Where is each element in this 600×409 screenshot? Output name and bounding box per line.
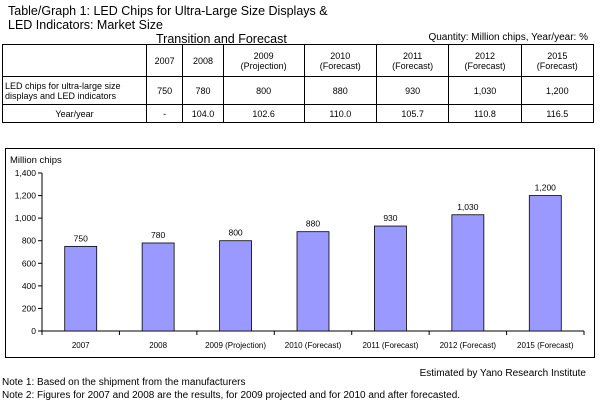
table-cell: 105.7 <box>375 104 450 123</box>
table-cell: 1,030 <box>448 76 522 105</box>
x-tick-label: 2010 (Forecast) <box>285 341 342 350</box>
table-cell: 110.8 <box>448 104 522 123</box>
x-tick-label: 2007 <box>72 341 90 350</box>
bar-value-label: 780 <box>151 230 165 240</box>
y-tick-label: 1,000 <box>15 213 37 223</box>
y-tick-label: 200 <box>22 303 36 313</box>
bar-chart: Million chips 0 200 400 600 800 1,000 1,200 1,40… <box>5 148 595 358</box>
header-2009: 2009 (Projection) <box>222 44 305 77</box>
x-tick-label: 2012 (Forecast) <box>440 341 497 350</box>
notes: Note 1: Based on the shipment from the m… <box>2 376 460 402</box>
note-2: Note 2: Figures for 2007 and 2008 are th… <box>2 390 461 401</box>
y-tick-label: 400 <box>22 281 36 291</box>
table-cell: 800 <box>222 76 305 105</box>
header-2011: 2011 (Forecast) <box>375 44 450 77</box>
table-cell: 880 <box>303 76 377 105</box>
y-tick-label: 800 <box>22 236 36 246</box>
row-label-yoy: Year/year <box>2 104 147 123</box>
x-tick-label: 2009 (Projection) <box>205 341 266 350</box>
table-cell: 780 <box>182 76 224 105</box>
y-tick-label: 600 <box>22 258 36 268</box>
header-2007: 2007 <box>145 44 184 77</box>
bar-value-label: 1,030 <box>457 202 479 212</box>
bar-value-label: 880 <box>306 219 320 229</box>
table-cell: 102.6 <box>222 104 305 123</box>
bar <box>528 195 562 332</box>
data-table: 2007 2008 2009 (Projection) 2010 (Forecast… <box>2 44 595 123</box>
table-row-quantity: LED chips for ultra-large size displays a… <box>2 76 595 105</box>
bar <box>141 242 175 332</box>
x-tick-label: 2015 (Forecast) <box>517 341 574 350</box>
bar-value-label: 930 <box>383 213 397 223</box>
table-cell: 110.0 <box>303 104 377 123</box>
bar-chart-svg: Million chips 0 200 400 600 800 1,000 1,200 1,40… <box>10 155 585 350</box>
x-tick-label: 2008 <box>149 341 167 350</box>
table-corner-cell <box>2 44 147 77</box>
page-title: Table/Graph 1: LED Chips for Ultra-Large… <box>8 4 338 46</box>
title-line-1: Table/Graph 1: LED Chips for Ultra-Large… <box>8 4 328 32</box>
header-2010: 2010 (Forecast) <box>303 44 377 77</box>
bar <box>374 225 407 332</box>
source-note: Estimated by Yano Research Institute <box>419 368 586 379</box>
table-cell: 750 <box>145 76 184 105</box>
y-tick-label: 1,200 <box>15 191 37 201</box>
table-cell: 116.5 <box>520 104 595 123</box>
bar <box>451 214 485 332</box>
bar-value-label: 1,200 <box>535 183 557 193</box>
bar-value-label: 750 <box>74 233 88 243</box>
bar <box>296 231 330 332</box>
bar <box>219 240 252 332</box>
table-cell: - <box>145 104 184 123</box>
bar <box>64 245 98 332</box>
y-tick-label: 1,400 <box>15 168 37 178</box>
note-1: Note 1: Based on the shipment from the m… <box>2 377 246 388</box>
header-2012: 2012 (Forecast) <box>448 44 522 77</box>
table-cell: 104.0 <box>182 104 224 123</box>
table-cell: 1,200 <box>520 76 595 105</box>
x-tick-label: 2011 (Forecast) <box>362 341 418 350</box>
unit-note: Quantity: Million chips, Year/year: % <box>428 32 588 43</box>
table-header-row: 2007 2008 2009 (Projection) 2010 (Forecast… <box>2 44 595 77</box>
header-2015: 2015 (Forecast) <box>520 44 595 77</box>
title-line-2: Transition and Forecast <box>156 32 287 46</box>
header-2008: 2008 <box>182 44 224 77</box>
y-axis-label: Million chips <box>10 155 62 166</box>
bar-value-label: 800 <box>228 228 242 238</box>
y-tick-label: 0 <box>31 326 36 336</box>
table-cell: 930 <box>375 76 450 105</box>
row-label-quantity: LED chips for ultra-large size displays a… <box>2 76 147 105</box>
table-row-yoy: Year/year - 104.0 102.6 110.0 105.7 110.… <box>2 104 595 123</box>
